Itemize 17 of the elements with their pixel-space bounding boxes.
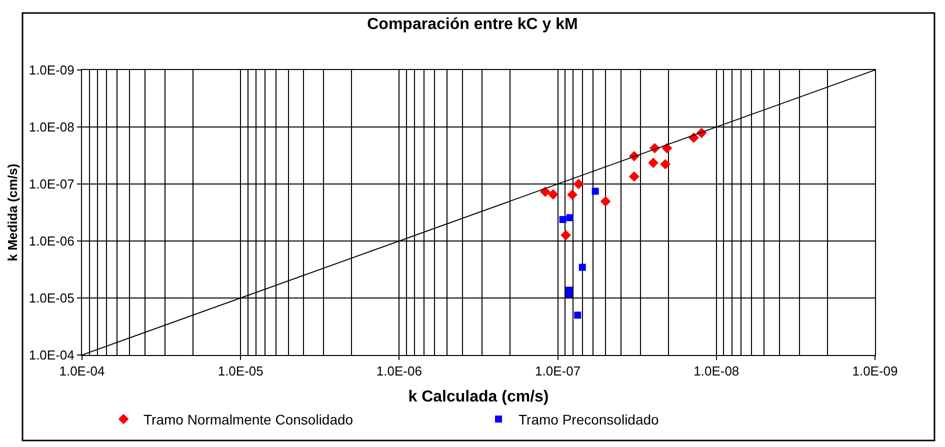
x-tick-label: 1.0E-05 [218, 364, 264, 379]
legend-label: Tramo Preconsolidado [518, 412, 660, 428]
x-axis-title: k Calculada (cm/s) [408, 388, 549, 406]
x-tick-label: 1.0E-06 [376, 364, 422, 379]
chart-title: Comparación entre kC y kM [367, 16, 578, 34]
y-tick-label: 1.0E-05 [28, 290, 74, 306]
x-tick-label: 1.0E-09 [852, 364, 898, 379]
x-tick-label: 1.0E-07 [535, 364, 581, 379]
y-tick-label: 1.0E-09 [28, 62, 74, 78]
y-axis-title: k Medida (cm/s) [4, 164, 20, 262]
y-tick-label: 1.0E-04 [28, 348, 74, 363]
y-tick-label: 1.0E-07 [28, 176, 74, 192]
legend-label: Tramo Normalmente Consolidado [144, 412, 354, 428]
x-tick-label: 1.0E-08 [694, 364, 740, 379]
y-tick-label: 1.0E-06 [28, 234, 74, 249]
y-tick-label: 1.0E-08 [28, 120, 74, 135]
x-tick-label: 1.0E-04 [59, 364, 105, 379]
